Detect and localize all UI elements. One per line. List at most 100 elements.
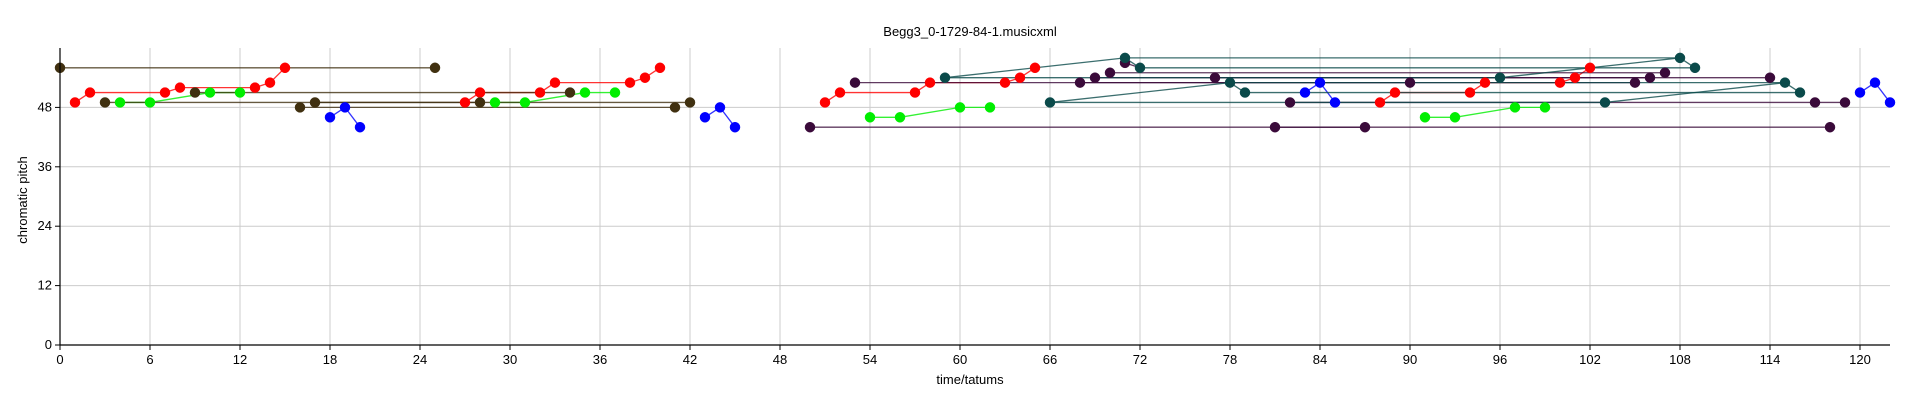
- x-tick-label: 78: [1223, 352, 1237, 367]
- x-tick-label: 84: [1313, 352, 1327, 367]
- note-point: [1764, 72, 1776, 83]
- note-point: [1359, 121, 1371, 133]
- x-tick-label: 0: [56, 352, 63, 367]
- note-point: [1479, 77, 1491, 88]
- note-point: [1794, 87, 1806, 98]
- note-point: [954, 102, 966, 113]
- note-point: [1089, 72, 1101, 83]
- note-point: [924, 77, 936, 88]
- note-point: [264, 77, 276, 88]
- note-point: [1404, 77, 1416, 88]
- x-tick-label: 114: [1760, 352, 1781, 367]
- note-point: [1209, 72, 1221, 83]
- note-point: [174, 82, 186, 93]
- chart-title: Begg3_0-1729-84-1.musicxml: [883, 24, 1057, 39]
- note-point: [909, 87, 921, 98]
- note-point: [1869, 77, 1881, 88]
- x-tick-label: 72: [1133, 352, 1147, 367]
- note-point: [324, 112, 336, 123]
- note-point: [534, 87, 546, 98]
- note-point: [1449, 112, 1461, 123]
- x-axis-label: time/tatums: [936, 372, 1004, 387]
- note-point: [1644, 72, 1656, 83]
- x-tick-label: 60: [953, 352, 967, 367]
- note-point: [699, 112, 711, 123]
- note-point: [1824, 121, 1836, 133]
- note-point: [519, 97, 531, 108]
- x-tick-label: 36: [593, 352, 607, 367]
- note-point: [1629, 77, 1641, 88]
- note-point: [1014, 72, 1026, 83]
- note-point: [1539, 102, 1551, 113]
- note-point: [99, 97, 111, 108]
- note-point: [1284, 97, 1296, 108]
- x-tick-label: 102: [1579, 352, 1601, 367]
- note-point: [894, 112, 906, 123]
- note-point: [1134, 62, 1146, 74]
- note-point: [234, 87, 246, 98]
- note-link: [899, 106, 961, 118]
- x-tick-label: 48: [773, 352, 787, 367]
- x-tick-label: 30: [503, 352, 517, 367]
- x-tick-label: 90: [1403, 352, 1417, 367]
- note-point: [1509, 102, 1521, 113]
- note-point: [1269, 121, 1281, 133]
- note-point: [1779, 77, 1791, 88]
- note-point: [84, 87, 96, 98]
- note-point: [624, 77, 636, 88]
- note-point: [474, 87, 486, 98]
- note-point: [999, 77, 1011, 88]
- note-point: [864, 112, 876, 123]
- note-point: [834, 87, 846, 98]
- x-tick-label: 24: [413, 352, 427, 367]
- note-point: [549, 77, 561, 88]
- note-point: [1464, 87, 1476, 98]
- note-point: [249, 82, 261, 93]
- y-axis-label: chromatic pitch: [15, 156, 30, 243]
- note-point: [609, 87, 621, 98]
- note-point: [144, 97, 156, 108]
- note-point: [1599, 97, 1611, 108]
- axis-layer: 0 6 12 18 24 30 36 42 48 54 60 66 72 78 84 90 96 102 108 11…: [38, 48, 1890, 367]
- note-point: [714, 102, 726, 113]
- note-point: [654, 62, 666, 74]
- note-point: [114, 97, 126, 108]
- note-point: [1659, 67, 1671, 78]
- note-point: [939, 72, 951, 83]
- note-point: [354, 121, 366, 133]
- note-point: [1374, 97, 1386, 108]
- note-link: [1604, 82, 1786, 104]
- x-tick-label: 18: [323, 352, 337, 367]
- note-point: [1314, 77, 1326, 88]
- y-tick-label: 36: [38, 159, 52, 174]
- point-layer: [54, 52, 1896, 133]
- note-link: [1454, 106, 1516, 118]
- note-point: [1854, 87, 1866, 98]
- note-point: [204, 87, 216, 98]
- note-point: [294, 102, 306, 113]
- y-tick-label: 0: [45, 337, 52, 352]
- x-tick-label: 66: [1043, 352, 1057, 367]
- note-point: [339, 102, 351, 113]
- note-point: [279, 62, 291, 74]
- note-point: [69, 97, 81, 108]
- x-tick-label: 6: [146, 352, 153, 367]
- note-point: [1839, 97, 1851, 108]
- note-link: [1049, 82, 1231, 104]
- note-point: [1299, 87, 1311, 98]
- note-point: [474, 97, 486, 108]
- note-point: [1584, 62, 1596, 74]
- note-link: [149, 91, 211, 104]
- note-point: [684, 97, 696, 108]
- x-tick-label: 108: [1669, 352, 1691, 367]
- note-point: [159, 87, 171, 98]
- note-point: [849, 77, 861, 88]
- note-point: [1419, 112, 1431, 123]
- note-point: [984, 102, 996, 113]
- note-point: [1689, 62, 1701, 74]
- note-point: [1224, 77, 1236, 88]
- note-point: [1044, 97, 1056, 108]
- note-point: [1554, 77, 1566, 88]
